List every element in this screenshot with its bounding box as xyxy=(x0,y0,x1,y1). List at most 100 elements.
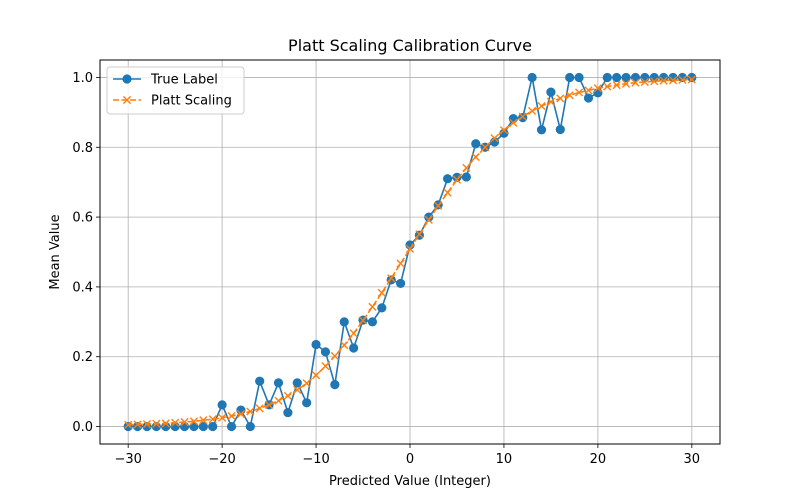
true-label-point xyxy=(461,172,471,182)
legend-marker-true-label xyxy=(122,74,132,84)
platt-scaling-point xyxy=(528,106,537,116)
true-label-point xyxy=(283,407,293,418)
platt-scaling-point xyxy=(171,418,180,427)
true-label-point xyxy=(593,88,603,98)
platt-scaling-point xyxy=(546,97,556,106)
plot-area: −30 −20 −10 0 10 20 30 0.0 0.2 0.4 0.6 0.8 1.0 xyxy=(72,59,721,467)
legend-label-true-label: True Label xyxy=(150,73,218,88)
platt-scaling-point xyxy=(340,341,349,350)
platt-scaling-point xyxy=(415,230,424,239)
true-label-point xyxy=(630,72,641,83)
platt-scaling-point xyxy=(650,77,659,86)
true-label-point xyxy=(255,376,265,386)
platt-scaling-point xyxy=(264,400,274,409)
platt-scaling-point xyxy=(405,244,415,253)
platt-scaling-point xyxy=(612,81,621,90)
x-tick-label: 10 xyxy=(496,452,513,467)
platt-scaling-point xyxy=(227,411,236,421)
y-axis-ticks: 0.0 0.2 0.4 0.6 0.8 1.0 xyxy=(72,71,100,435)
legend-label-platt-scaling: Platt Scaling xyxy=(151,94,232,109)
true-label-point xyxy=(245,421,255,432)
true-label-point xyxy=(536,125,547,135)
platt-scaling-point xyxy=(584,86,593,95)
x-tick-label: −10 xyxy=(302,452,329,467)
platt-scaling-point xyxy=(434,201,443,211)
platt-scaling-point xyxy=(255,404,264,413)
legend-box xyxy=(106,66,245,115)
y-tick-label: 1.0 xyxy=(72,71,93,86)
series-layer xyxy=(123,72,697,432)
x-tick-label: −30 xyxy=(114,452,141,467)
true-label-point xyxy=(583,93,594,103)
true-label-point xyxy=(640,72,650,83)
platt-scaling-point xyxy=(424,215,433,224)
y-tick-label: 0.6 xyxy=(72,211,93,226)
y-tick-label: 0.8 xyxy=(72,141,93,156)
true-label-point xyxy=(302,398,312,408)
platt-scaling-point xyxy=(377,288,386,297)
platt-scaling-point xyxy=(349,329,358,338)
platt-scaling-point xyxy=(274,396,283,405)
true-label-point xyxy=(612,72,622,83)
true-label-point xyxy=(424,212,434,222)
true-label-point xyxy=(442,174,453,184)
true-label-point xyxy=(226,421,237,432)
platt-scaling-point xyxy=(490,134,499,143)
true-label-point xyxy=(471,139,481,149)
x-tick-label: 30 xyxy=(684,452,701,467)
platt-scaling-point xyxy=(368,302,377,311)
true-label-point xyxy=(687,72,697,83)
platt-scaling-point xyxy=(358,316,368,325)
platt-scaling-point xyxy=(518,112,527,121)
legend-items: True Label Platt Scaling xyxy=(113,73,232,109)
y-tick-label: 0.2 xyxy=(72,350,93,365)
platt-scaling-point xyxy=(443,188,452,197)
true-label-point xyxy=(565,72,575,83)
y-tick-label: 0.0 xyxy=(72,420,93,435)
platt-scaling-point xyxy=(236,409,246,419)
platt-scaling-point xyxy=(574,88,584,97)
platt-scaling-point xyxy=(161,419,170,428)
true-label-point xyxy=(555,124,565,135)
true-label-point xyxy=(396,278,406,289)
y-tick-label: 0.4 xyxy=(72,280,93,295)
platt-scaling-point xyxy=(556,94,565,103)
platt-scaling-point xyxy=(180,417,189,427)
true-label-point xyxy=(377,303,387,313)
true-label-point xyxy=(189,421,199,432)
true-label-point xyxy=(452,172,462,182)
true-label-point xyxy=(659,72,669,83)
platt-scaling-point xyxy=(208,415,217,424)
true-label-point xyxy=(320,347,331,357)
platt-scaling-point xyxy=(668,76,678,85)
platt-scaling-point xyxy=(330,351,339,361)
platt-scaling-point xyxy=(631,78,640,87)
platt-scaling-point xyxy=(565,91,574,100)
platt-scaling-point xyxy=(246,407,255,416)
platt-scaling-point xyxy=(189,417,199,426)
platt-scaling-point xyxy=(396,259,405,268)
true-label-point xyxy=(292,378,302,388)
platt-scaling-point xyxy=(293,385,302,394)
x-tick-label: 0 xyxy=(406,452,414,467)
platt-scaling-point xyxy=(481,143,490,152)
true-label-point xyxy=(179,421,190,432)
platt-scaling-point xyxy=(321,362,330,371)
platt-scaling-point xyxy=(152,419,161,428)
x-tick-label: 20 xyxy=(590,452,607,467)
platt-scaling-point xyxy=(603,82,612,91)
platt-scaling-point xyxy=(218,413,227,422)
platt-scaling-point xyxy=(199,416,208,425)
x-axis-ticks: −30 −20 −10 0 10 20 30 xyxy=(114,444,700,467)
true-label-point xyxy=(349,343,359,353)
platt-scaling-point xyxy=(640,77,649,87)
platt-scaling-point xyxy=(687,75,696,84)
true-label-point xyxy=(602,72,612,83)
platt-scaling-point xyxy=(499,126,509,135)
true-label-point xyxy=(208,421,218,432)
true-label-point xyxy=(217,400,227,410)
true-label-point xyxy=(273,378,284,388)
true-label-point xyxy=(161,421,171,432)
platt-scaling-point xyxy=(471,152,480,162)
